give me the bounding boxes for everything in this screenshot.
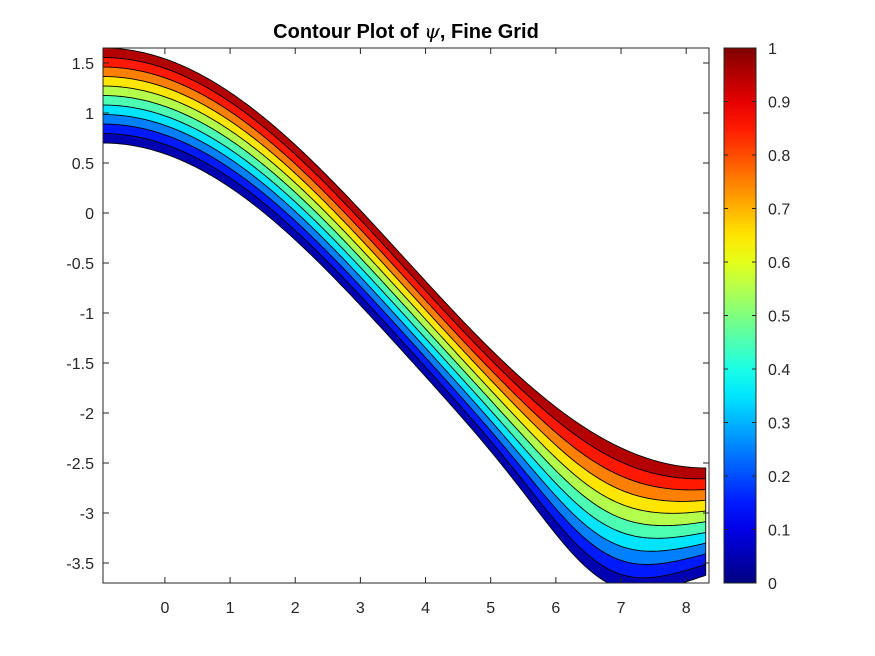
title-symbol: ψ [424,19,440,43]
contour-line-5 [103,95,706,527]
y-tick-label: 0 [85,206,94,223]
y-tick-label: -3 [80,506,94,523]
y-tick-label: -1 [80,306,94,323]
contour-band-9 [103,48,706,479]
contour-band-8 [103,57,706,490]
y-tick-label: -2.5 [66,456,94,473]
contour-lines [103,48,707,583]
colorbar-ticks: 0 0.1 0.2 0.3 0.4 0.5 0.6 0.7 0.8 0.9 1 [724,41,790,593]
x-tick-label: 8 [682,600,691,617]
colorbar-tick-label: 0.8 [768,148,790,165]
x-tick-label: 0 [160,600,169,617]
y-axis: 1.5 1 0.5 0 -0.5 -1 -1.5 -2 -2.5 -3 -3.5 [66,56,709,573]
x-axis: 0 1 2 3 4 5 6 7 8 [160,48,691,617]
colorbar-tick-label: 0.2 [768,469,790,486]
x-tick-label: 2 [291,600,300,617]
y-tick-label: 1 [85,106,94,123]
y-tick-label: -0.5 [66,256,94,273]
colorbar-tick-label: 0.1 [768,523,790,540]
contour-band-7 [103,67,706,502]
colorbar-fill [724,48,756,583]
contour-line-9 [103,57,706,480]
contour-line-7 [103,76,706,502]
colorbar-tick-label: 0.5 [768,309,790,326]
x-tick-label: 7 [617,600,626,617]
y-tick-label: -2 [80,406,94,423]
contour-line-3 [103,114,706,552]
plot-frame [102,47,710,584]
colorbar-tick-label: 0 [768,576,777,593]
contour-band-6 [103,76,706,514]
colorbar: 0 0.1 0.2 0.3 0.4 0.5 0.6 0.7 0.8 0.9 1 [723,41,790,593]
title-suffix: , Fine Grid [440,21,539,43]
contour-line-1 [103,133,706,579]
x-tick-label: 3 [356,600,365,617]
y-tick-label: 0.5 [72,156,94,173]
contour-line-10 [103,48,706,469]
colorbar-tick-label: 0.6 [768,255,790,272]
colorbar-tick-label: 0.3 [768,416,790,433]
contour-line-0 [103,142,706,583]
colorbar-tick-label: 0.7 [768,202,790,219]
title-prefix: Contour Plot of [273,21,424,43]
colorbar-tick-label: 1 [768,41,777,58]
contour-line-2 [103,123,706,565]
contour-bands [103,48,706,583]
contour-line-6 [103,85,706,514]
plot-area: 0 1 2 3 4 5 6 7 8 1.5 1 0.5 0 -0.5 -1 -1.5 -2 -2.5 -3 -3.5 [66,47,710,617]
contour-line-4 [103,104,706,539]
x-tick-label: 4 [421,600,430,617]
contour-line-8 [103,66,706,491]
x-tick-label: 6 [551,600,560,617]
colorbar-tick-label: 0.9 [768,95,790,112]
x-tick-label: 5 [486,600,495,617]
colorbar-tick-label: 0.4 [768,362,790,379]
x-tick-label: 1 [226,600,235,617]
y-tick-label: -1.5 [66,356,94,373]
y-tick-label: 1.5 [72,56,94,73]
chart-title: Contour Plot of ψ, Fine Grid [273,19,539,43]
y-tick-label: -3.5 [66,556,94,573]
